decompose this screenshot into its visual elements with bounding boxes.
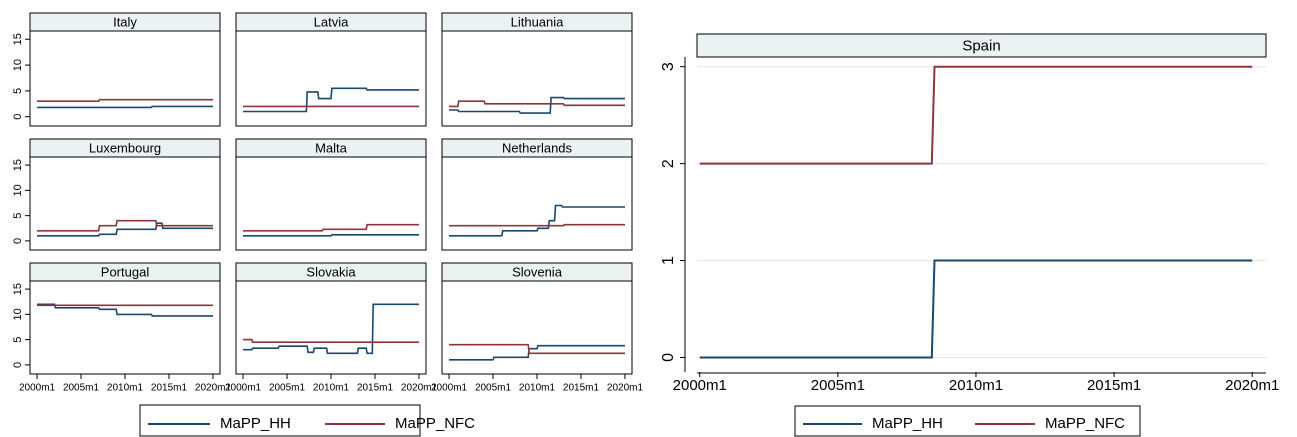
panel-title-bar	[29, 138, 221, 158]
series-line	[243, 87, 419, 113]
series-line	[449, 223, 625, 227]
x-tick-label: 2020m1	[607, 383, 644, 394]
legend-right: MaPP_HH MaPP_NFC	[794, 405, 1141, 437]
y-tick-label: 0	[660, 353, 677, 362]
series-line	[37, 219, 213, 232]
series-line	[449, 96, 625, 114]
y-tick-label: 10	[12, 59, 24, 71]
y-tick-label: 3	[660, 62, 677, 71]
y-tick-label: 1	[660, 256, 677, 265]
panel-title: Netherlands	[502, 140, 573, 155]
y-tick-label: 5	[12, 213, 24, 219]
panel-title: Italy	[113, 14, 137, 29]
panel-title: Spain	[962, 37, 1000, 54]
legend-label: MaPP_NFC	[1045, 415, 1125, 432]
series-line	[699, 259, 1253, 359]
y-tick-label: 15	[12, 159, 24, 171]
y-tick-label: 10	[12, 184, 24, 196]
y-tick-label: 2	[660, 159, 677, 168]
x-tick-label: 2015m1	[563, 383, 600, 394]
x-tick-label: 2005m1	[475, 383, 512, 394]
x-tick-label: 2010m1	[519, 383, 556, 394]
series-line	[449, 100, 625, 108]
panel-title: Lithuania	[511, 14, 565, 29]
panel-title-bar	[235, 138, 427, 158]
x-tick-label: 2010m1	[313, 383, 350, 394]
panel-title-bar	[29, 12, 221, 32]
x-tick-label: 2010m1	[107, 383, 144, 394]
panel-title-bar	[29, 262, 221, 282]
panel-title-bar	[235, 262, 427, 282]
panel-title-bar	[441, 138, 633, 158]
legend-label: MaPP_HH	[220, 415, 291, 432]
plot-area	[235, 30, 427, 127]
x-tick-label: 2000m1	[673, 377, 727, 394]
legend-left: MaPP_HH MaPP_NFC	[139, 404, 475, 437]
x-tick-label: 2020m1	[1225, 377, 1279, 394]
y-tick-label: 15	[12, 283, 24, 295]
plot-area	[441, 30, 633, 127]
x-tick-label: 2005m1	[811, 377, 865, 394]
series-line	[449, 204, 625, 237]
x-tick-label: 2000m1	[431, 383, 468, 394]
panel-title: Slovenia	[512, 264, 563, 279]
series-line	[243, 303, 419, 355]
plot-area	[441, 280, 633, 375]
panel-title: Slovakia	[306, 264, 356, 279]
y-tick-label: 0	[12, 362, 24, 368]
series-line	[699, 65, 1253, 165]
x-tick-label: 2000m1	[225, 383, 262, 394]
y-tick-label: 15	[12, 33, 24, 45]
legend-box	[139, 404, 421, 437]
legend-label: MaPP_HH	[872, 415, 943, 432]
x-tick-label: 2015m1	[151, 383, 188, 394]
panel-title-bar	[441, 12, 633, 32]
series-line	[37, 98, 213, 102]
series-line	[37, 105, 213, 109]
plot-area	[441, 156, 633, 251]
x-tick-label: 2015m1	[357, 383, 394, 394]
panel-title-bar	[441, 262, 633, 282]
series-line	[243, 223, 419, 232]
y-tick-label: 5	[12, 337, 24, 343]
panel-title: Latvia	[314, 14, 349, 29]
plot-area	[29, 280, 221, 375]
plot-area	[29, 156, 221, 251]
plot-area	[235, 280, 427, 375]
x-tick-label: 2010m1	[949, 377, 1003, 394]
legend-label: MaPP_NFC	[395, 415, 475, 432]
series-line	[449, 343, 625, 355]
y-tick-label: 10	[12, 308, 24, 320]
series-line	[243, 338, 419, 343]
y-tick-label: 5	[12, 88, 24, 94]
series-line	[243, 234, 419, 237]
x-tick-label: 2005m1	[63, 383, 100, 394]
panel-title: Luxembourg	[89, 140, 161, 155]
panel-title-bar	[235, 12, 427, 32]
x-tick-label: 2020m1	[195, 383, 232, 394]
panel-title: Portugal	[101, 264, 150, 279]
legend-box	[794, 405, 1141, 437]
x-tick-label: 2015m1	[1087, 377, 1141, 394]
panel-title: Malta	[315, 140, 348, 155]
plot-area	[29, 30, 221, 127]
x-tick-label: 2020m1	[401, 383, 438, 394]
panel-title-bar	[696, 33, 1267, 58]
y-tick-label: 0	[12, 114, 24, 120]
x-tick-label: 2000m1	[19, 383, 56, 394]
y-tick-label: 0	[12, 238, 24, 244]
plot-area	[697, 57, 1266, 372]
x-tick-label: 2005m1	[269, 383, 306, 394]
